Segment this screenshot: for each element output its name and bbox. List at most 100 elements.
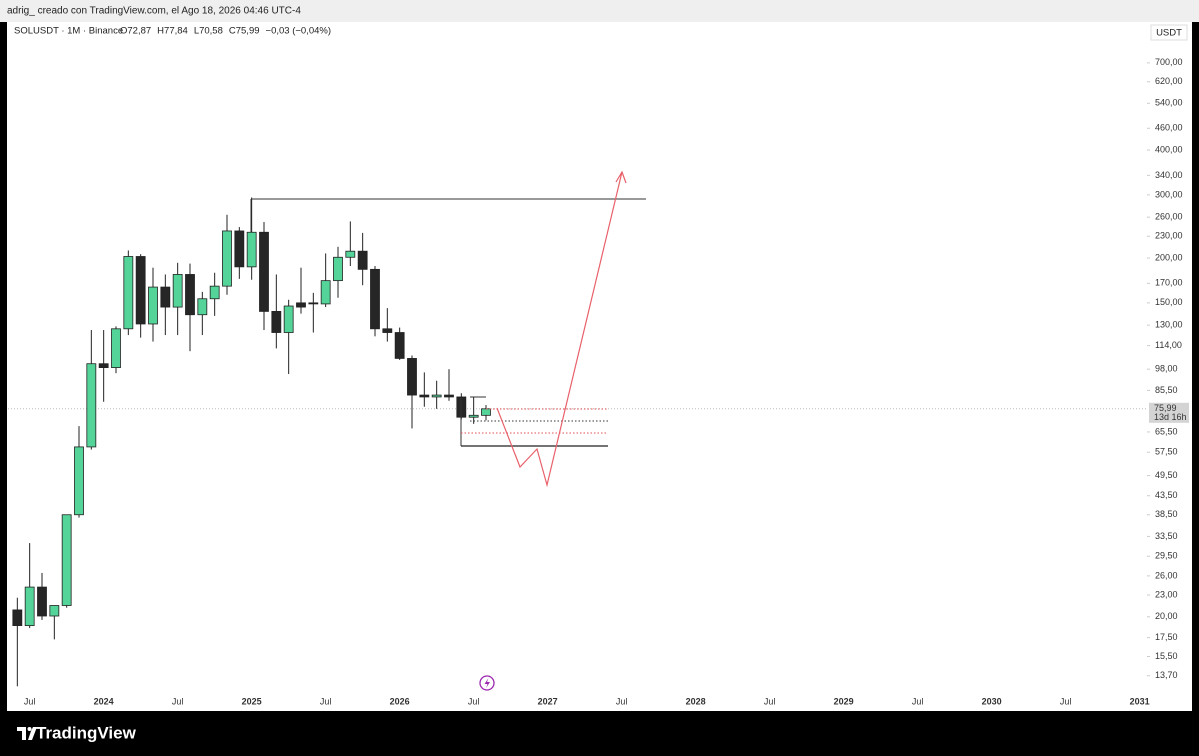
last-price-box (1149, 402, 1189, 423)
candle-body (308, 302, 319, 305)
y-tick-label: 65,50 (1155, 426, 1178, 436)
legend-value: L70,58 (194, 26, 223, 37)
x-tick-label: 2025 (242, 696, 262, 706)
candle-body (37, 586, 47, 617)
candle-body (345, 250, 356, 258)
legend-value: C75,99 (229, 26, 260, 37)
y-tick-label: 130,00 (1155, 320, 1183, 330)
x-tick-label: Jul (24, 696, 36, 706)
y-tick-label: 260,00 (1155, 212, 1183, 222)
candle-body (283, 305, 294, 333)
candle-body (135, 256, 146, 325)
candle-body (172, 274, 183, 308)
candle-body (24, 586, 35, 626)
logo-dot (27, 727, 32, 731)
candle-body (468, 414, 479, 418)
candle-body (160, 286, 171, 308)
ohlc-legend: O72,87 H77,84 L70,58 C75,99 −0,03 (−0,04%) (120, 26, 331, 37)
y-tick-label: 114,00 (1155, 340, 1182, 350)
y-tick-label: 340,00 (1155, 170, 1183, 180)
candle-body (271, 311, 282, 333)
countdown: 13d 16h (1154, 412, 1187, 422)
x-tick-label: Jul (912, 696, 924, 706)
candle-body (12, 609, 23, 626)
caption: adrig_ creado con TradingView.com, el Ag… (7, 6, 301, 17)
candle-body (86, 363, 97, 448)
legend-value: −0,03 (−0,04%) (266, 26, 332, 37)
event-icon[interactable] (479, 675, 495, 691)
x-tick-label: 2024 (94, 696, 114, 706)
y-tick-label: 230,00 (1155, 231, 1183, 241)
y-tick-label: 29,50 (1155, 551, 1178, 561)
candle-body (61, 514, 72, 606)
y-tick-label: 15,50 (1155, 651, 1178, 661)
y-tick-label: 85,50 (1155, 385, 1178, 395)
y-tick-label: 400,00 (1155, 144, 1183, 154)
x-tick-label: 2031 (1130, 696, 1150, 706)
y-tick-label: 170,00 (1155, 278, 1183, 288)
event-bolt (484, 678, 490, 688)
candle-body (320, 280, 331, 305)
candle-body (148, 286, 158, 325)
candle-body (444, 394, 454, 398)
candle-body (431, 394, 442, 398)
y-tick-label: 150,00 (1155, 297, 1183, 307)
y-tick-label: 26,00 (1155, 570, 1178, 580)
candle-body (333, 256, 343, 282)
candle-body (370, 268, 380, 330)
candle-body (123, 256, 134, 330)
last-price-label: 75,99 (1154, 403, 1177, 413)
x-tick-label: 2027 (538, 696, 558, 706)
y-tick-label: 460,00 (1155, 123, 1183, 133)
y-tick-label: 33,50 (1155, 531, 1178, 541)
currency: USDT (1156, 28, 1182, 39)
candle-body (407, 358, 417, 396)
projection-arrowhead (615, 170, 627, 184)
candle-body (481, 408, 491, 416)
y-tick-label: 38,50 (1155, 509, 1178, 519)
logo-mark (17, 727, 37, 740)
y-tick-label: 620,00 (1155, 76, 1183, 86)
y-tick-label: 200,00 (1155, 252, 1183, 262)
y-tick-label: 43,50 (1155, 490, 1178, 500)
x-tick-label: Jul (172, 696, 184, 706)
candle-body (234, 230, 245, 268)
legend-value: O72,87 (120, 26, 151, 37)
y-tick-label: 49,50 (1155, 470, 1178, 480)
candle-body (357, 250, 368, 270)
candle-body (98, 363, 109, 369)
currency-box[interactable] (1150, 24, 1188, 41)
y-tick-label: 23,00 (1155, 589, 1178, 599)
y-tick-label: 700,00 (1155, 57, 1183, 67)
y-tick-label: 300,00 (1155, 189, 1183, 199)
x-tick-label: 2028 (686, 696, 706, 706)
x-tick-label: 2026 (390, 696, 410, 706)
y-tick-label: 540,00 (1155, 98, 1183, 108)
x-tick-label: Jul (320, 696, 332, 706)
candle-body (259, 231, 269, 312)
candle-body (296, 302, 306, 308)
y-tick-label: 13,70 (1155, 670, 1178, 680)
candle-body (74, 446, 84, 516)
y-tick-label: 57,50 (1155, 447, 1178, 457)
x-tick-label: Jul (468, 696, 480, 706)
candle-body (246, 231, 257, 268)
candle-body (197, 298, 208, 316)
y-tick-label: 20,00 (1155, 611, 1178, 621)
brand: TradingView (36, 723, 137, 742)
drawings (250, 170, 646, 691)
x-tick-label: 2029 (834, 696, 854, 706)
candle-body (222, 230, 232, 287)
y-tick-label: 17,50 (1155, 632, 1178, 642)
candle-body (111, 328, 121, 369)
brand-logo: TradingView (17, 723, 137, 742)
x-tick-label: Jul (616, 696, 628, 706)
candle-body (394, 332, 405, 359)
candle-body (419, 394, 430, 398)
symbol: SOLUSDT · 1M · Binance (14, 26, 123, 37)
candle-body (382, 328, 393, 333)
candle-body (209, 285, 220, 300)
